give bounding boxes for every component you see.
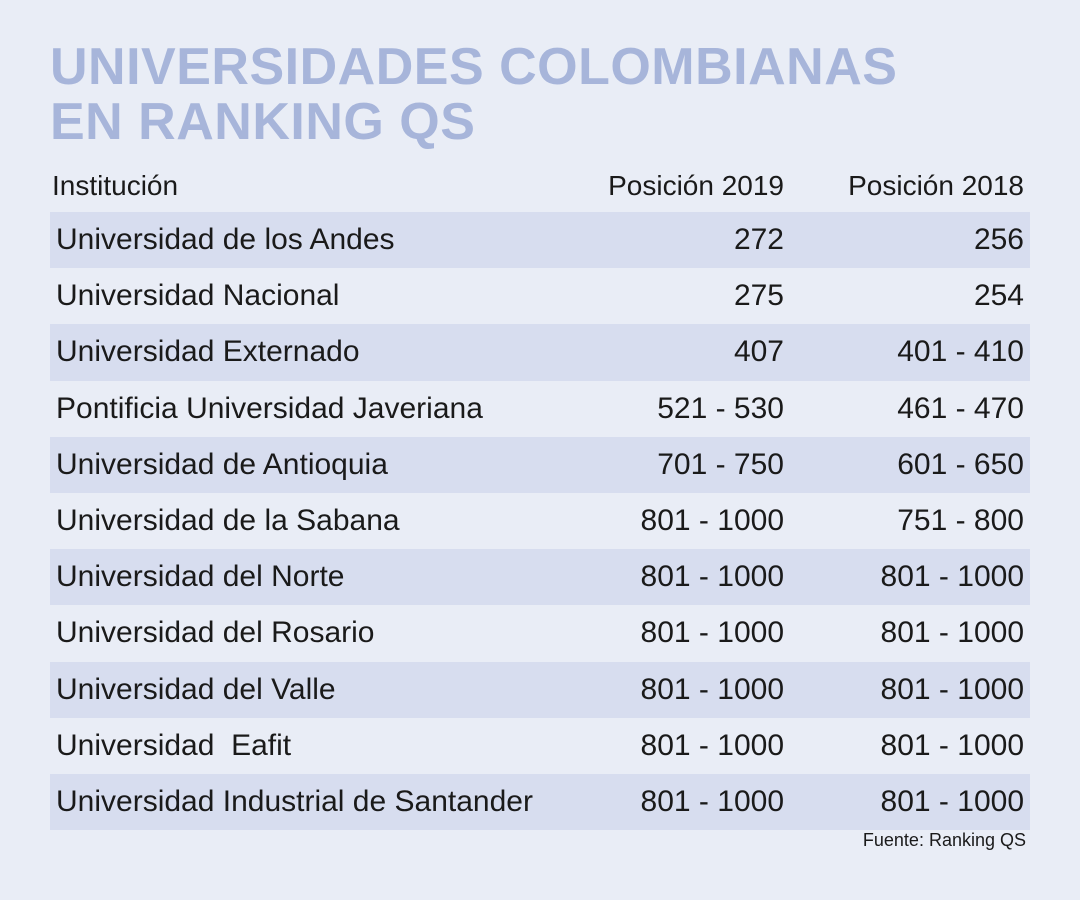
cell-position-2018: 254 bbox=[973, 279, 1024, 313]
cell-institution: Universidad del Rosario bbox=[56, 616, 375, 650]
cell-institution: Universidad de la Sabana bbox=[56, 504, 400, 538]
cell-position-2019: 272 bbox=[733, 223, 784, 257]
cell-position-2019: 801 - 1000 bbox=[640, 672, 784, 706]
cell-position-2019: 801 - 1000 bbox=[640, 504, 784, 538]
table-row: Universidad Externado 407 401 - 410 bbox=[50, 324, 1030, 381]
cell-institution: Universidad de Antioquia bbox=[56, 447, 388, 481]
cell-position-2019: 407 bbox=[733, 335, 784, 369]
source-note: Fuente: Ranking QS bbox=[862, 830, 1026, 850]
cell-position-2018: 601 - 650 bbox=[897, 447, 1024, 481]
cell-institution: Universidad de los Andes bbox=[56, 223, 395, 257]
table-row: Universidad del Valle 801 - 1000 801 - 100… bbox=[50, 661, 1030, 718]
cell-institution: Universidad Nacional bbox=[56, 279, 340, 313]
cell-position-2018: 801 - 1000 bbox=[880, 672, 1024, 706]
title-line-1: UNIVERSIDADES COLOMBIANAS bbox=[50, 38, 898, 96]
cell-position-2019: 275 bbox=[733, 279, 784, 313]
table-row: Universidad Nacional 275 254 bbox=[50, 268, 1030, 324]
table-row: Universidad de los Andes 272 256 bbox=[50, 212, 1030, 269]
table-row: Universidad del Norte 801 - 1000 801 - 100… bbox=[50, 549, 1030, 606]
table-row: Universidad de Antioquia 701 - 750 601 - 6… bbox=[50, 436, 1030, 493]
cell-position-2019: 701 - 750 bbox=[657, 447, 784, 481]
table-row: Universidad del Rosario 801 - 1000 801 - 1… bbox=[50, 605, 1030, 661]
cell-position-2018: 801 - 1000 bbox=[880, 784, 1024, 818]
ranking-table: Institución Posición 2019 Posición 2018 … bbox=[50, 160, 1030, 831]
table-header: Institución Posición 2019 Posición 2018 bbox=[50, 160, 1030, 212]
table-row: Universidad de la Sabana 801 - 1000 751 - … bbox=[50, 493, 1030, 549]
chart-title: UNIVERSIDADES COLOMBIANAS EN RANKING QS bbox=[50, 40, 897, 150]
table-row: Pontificia Universidad Javeriana 521 - 53… bbox=[50, 381, 1030, 437]
cell-institution: Universidad Externado bbox=[56, 335, 360, 369]
cell-position-2019: 801 - 1000 bbox=[640, 728, 784, 762]
cell-institution: Pontificia Universidad Javeriana bbox=[56, 391, 483, 425]
cell-institution: Universidad Industrial de Santander bbox=[56, 784, 533, 818]
table-body: Universidad de los Andes 272 256 Universida… bbox=[50, 212, 1030, 831]
cell-position-2019: 521 - 530 bbox=[657, 391, 784, 425]
cell-position-2019: 801 - 1000 bbox=[640, 616, 784, 650]
cell-institution: Universidad del Norte bbox=[56, 560, 345, 594]
cell-position-2018: 751 - 800 bbox=[897, 504, 1024, 538]
cell-position-2018: 801 - 1000 bbox=[880, 616, 1024, 650]
cell-position-2018: 256 bbox=[973, 223, 1024, 257]
table-row: Universidad Eafit 801 - 1000 801 - 1000 bbox=[50, 718, 1030, 774]
cell-position-2018: 401 - 410 bbox=[897, 335, 1024, 369]
cell-position-2018: 801 - 1000 bbox=[880, 728, 1024, 762]
cell-position-2019: 801 - 1000 bbox=[640, 560, 784, 594]
cell-position-2019: 801 - 1000 bbox=[640, 784, 784, 818]
cell-institution: Universidad Eafit bbox=[56, 728, 292, 762]
column-header-2019: Posición 2019 bbox=[608, 170, 784, 201]
cell-position-2018: 461 - 470 bbox=[897, 391, 1024, 425]
column-header-2018: Posición 2018 bbox=[848, 170, 1024, 201]
column-header-institution: Institución bbox=[52, 170, 179, 201]
cell-position-2018: 801 - 1000 bbox=[880, 560, 1024, 594]
cell-institution: Universidad del Valle bbox=[56, 672, 336, 706]
table-row: Universidad Industrial de Santander 801 -… bbox=[50, 773, 1030, 831]
title-line-2: EN RANKING QS bbox=[50, 93, 476, 151]
